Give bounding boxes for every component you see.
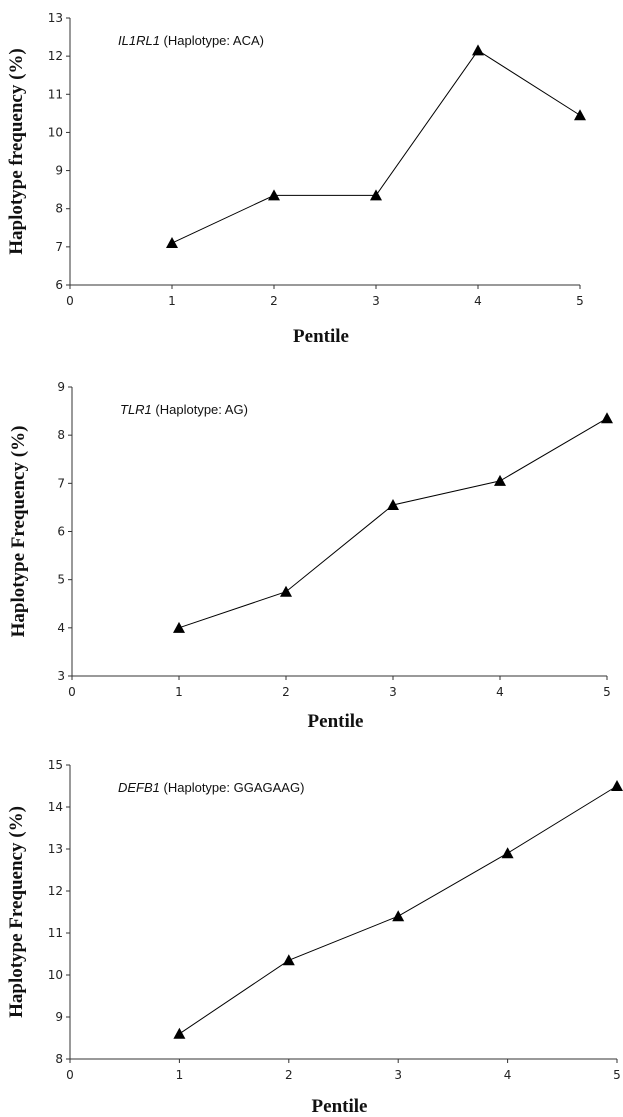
x-tick-label: 3	[389, 685, 397, 699]
x-tick-label: 4	[496, 685, 504, 699]
data-point-marker	[173, 621, 185, 633]
y-tick-label: 7	[55, 240, 63, 254]
data-point-marker	[501, 847, 514, 859]
y-tick-label: 3	[57, 669, 65, 683]
y-tick-label: 10	[48, 968, 63, 982]
data-point-marker	[166, 237, 178, 249]
y-tick-label: 9	[55, 164, 63, 178]
haplotype-label: (Haplotype: ACA)	[160, 33, 264, 48]
y-tick-label: 14	[48, 800, 63, 814]
x-tick-label: 4	[474, 294, 482, 308]
x-axis-title: Pentile	[293, 326, 349, 347]
y-tick-label: 13	[48, 842, 63, 856]
y-axis-title: Haplotype Frequency (%)	[6, 806, 27, 1018]
y-tick-label: 6	[55, 278, 63, 292]
data-point-marker	[611, 780, 623, 791]
y-tick-label: 13	[48, 11, 63, 25]
data-point-marker	[173, 1027, 186, 1039]
y-tick-label: 9	[55, 1010, 63, 1024]
haplotype-label: (Haplotype: AG)	[152, 402, 248, 417]
y-tick-label: 15	[48, 758, 63, 772]
haplotype-label: (Haplotype: GGAGAAG)	[160, 780, 305, 795]
y-tick-label: 8	[55, 202, 63, 216]
x-tick-label: 4	[504, 1068, 512, 1082]
data-point-marker	[392, 910, 405, 922]
x-tick-label: 0	[66, 1068, 74, 1082]
data-point-marker	[387, 499, 399, 511]
x-tick-label: 5	[576, 294, 584, 308]
x-tick-label: 2	[285, 1068, 293, 1082]
gene-name: IL1RL1	[118, 33, 160, 48]
x-tick-label: 3	[372, 294, 380, 308]
x-axis-title: Pentile	[312, 1096, 368, 1117]
y-tick-label: 8	[57, 428, 65, 442]
y-tick-label: 12	[48, 49, 63, 63]
data-point-marker	[574, 109, 586, 121]
data-point-marker	[370, 189, 382, 201]
data-point-marker	[282, 954, 295, 966]
x-tick-label: 0	[66, 294, 74, 308]
gene-name: TLR1	[120, 402, 152, 417]
y-tick-label: 12	[48, 884, 63, 898]
x-axis-title: Pentile	[308, 711, 364, 732]
panel-annotation: IL1RL1 (Haplotype: ACA)	[118, 33, 264, 48]
series-line	[179, 785, 618, 1035]
y-tick-label: 7	[57, 476, 65, 490]
chart-panel-tlr1: 3 4 5 6 7 8 9 0 1 2 3 4 5 Pentile Haplotype Frequency …	[8, 380, 613, 732]
y-tick-label: 9	[57, 380, 65, 394]
data-point-marker	[268, 189, 280, 201]
gene-name: DEFB1	[118, 780, 160, 795]
y-axis-title: Haplotype Frequency (%)	[8, 426, 29, 638]
data-point-marker	[494, 474, 506, 486]
y-axis-title: Haplotype frequency (%)	[6, 48, 27, 255]
x-tick-label: 0	[68, 685, 76, 699]
y-tick-label: 5	[57, 573, 65, 587]
y-tick-label: 8	[55, 1052, 63, 1066]
series-line	[171, 49, 581, 244]
y-tick-label: 11	[48, 87, 63, 101]
y-tick-label: 11	[48, 926, 63, 940]
x-tick-label: 1	[176, 1068, 184, 1082]
panel-annotation: DEFB1 (Haplotype: GGAGAAG)	[118, 780, 304, 795]
x-tick-label: 5	[613, 1068, 621, 1082]
y-tick-label: 10	[48, 125, 63, 139]
data-point-marker	[280, 585, 292, 597]
data-point-marker	[472, 44, 484, 56]
x-tick-label: 1	[175, 685, 183, 699]
panel-annotation: TLR1 (Haplotype: AG)	[120, 402, 248, 417]
x-tick-label: 2	[282, 685, 290, 699]
x-tick-label: 5	[603, 685, 611, 699]
x-tick-label: 3	[394, 1068, 402, 1082]
series-line	[178, 417, 608, 629]
x-tick-label: 1	[168, 294, 176, 308]
y-tick-label: 6	[57, 525, 65, 539]
x-tick-label: 2	[270, 294, 278, 308]
y-tick-label: 4	[57, 621, 65, 635]
data-point-marker	[601, 412, 613, 424]
